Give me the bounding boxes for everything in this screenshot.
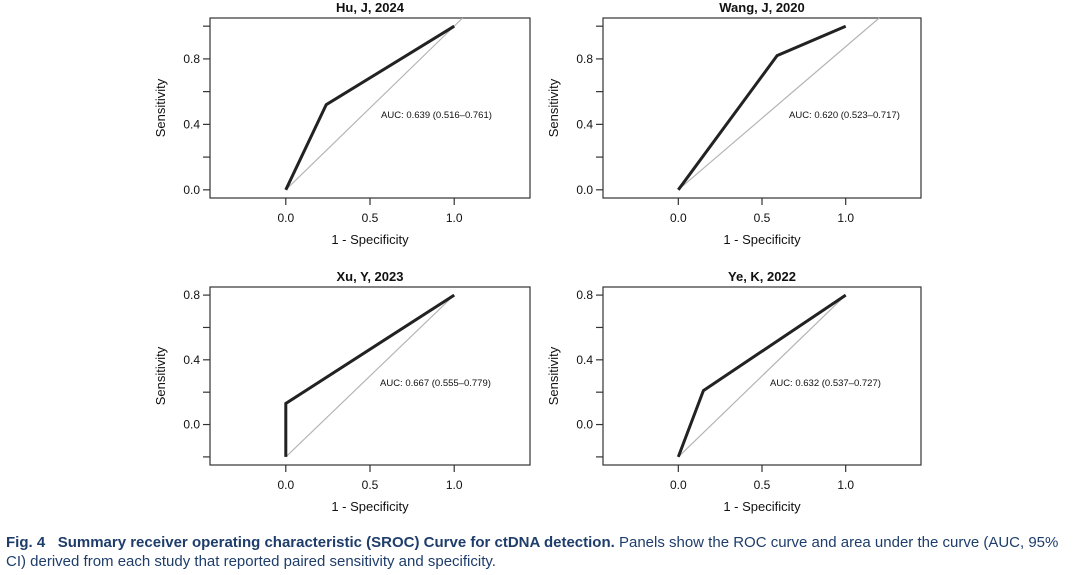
x-tick-label: 1.0 [837,211,854,225]
plot-frame [602,17,922,199]
x-tick-label: 0.0 [277,478,294,492]
roc-panel-2: Wang, J, 2020 0.0 0.4 0.8 0.0 0.5 1.0 1 - Speci… [546,0,922,247]
panel-title: Ye, K, 2022 [728,269,796,284]
y-axis-label: Sensitivity [546,346,561,405]
x-tick-label: 0.5 [362,478,379,492]
y-tick-label: 0.4 [576,117,593,131]
x-tick-label: 1.0 [446,478,463,492]
auc-annotation: AUC: 0.632 (0.537–0.727) [770,378,881,389]
x-axis-label: 1 - Specificity [723,232,801,247]
x-tick-label: 0.5 [362,211,379,225]
auc-annotation: AUC: 0.639 (0.516–0.761) [381,110,492,121]
x-axis-label: 1 - Specificity [331,499,409,514]
x-tick-label: 0.0 [670,478,687,492]
x-tick-label: 0.5 [754,211,771,225]
roc-panel-3: Xu, Y, 2023 0.0 0.4 0.8 0.0 0.5 1.0 1 - Specifi… [153,269,531,514]
y-tick-label: 0.4 [576,353,593,367]
caption-label: Fig. 4 [6,534,46,551]
reference-diagonal-line [285,294,455,458]
y-tick-label: 0.0 [576,183,593,197]
panel-title: Hu, J, 2024 [336,0,405,15]
x-tick-label: 0.5 [754,478,771,492]
roc-curve-line [677,24,847,191]
sroc-figure: Hu, J, 2024 0.0 0.4 0.8 0.0 0.5 1.0 1 - Specifi… [153,0,922,514]
figure-caption: Fig. 4 Summary receiver operating charac… [6,533,1076,571]
caption-text: Panels show the ROC curve and area under… [6,534,1059,570]
y-tick-label: 0.8 [576,288,593,302]
auc-annotation: AUC: 0.667 (0.555–0.779) [380,378,491,389]
x-axis-label: 1 - Specificity [331,232,409,247]
x-tick-label: 1.0 [446,211,463,225]
x-axis-label: 1 - Specificity [723,499,801,514]
y-tick-label: 0.4 [183,353,200,367]
panel-title: Wang, J, 2020 [719,0,805,15]
y-tick-label: 0.0 [576,418,593,432]
roc-curve-line [676,293,847,458]
y-tick-label: 0.0 [183,183,200,197]
y-tick-label: 0.8 [183,52,200,66]
y-axis-label: Sensitivity [546,78,561,137]
reference-diagonal-line [677,17,880,191]
y-tick-label: 0.8 [576,52,593,66]
x-tick-label: 0.0 [277,211,294,225]
caption-title: Summary receiver operating characteristi… [57,534,615,551]
y-axis-label: Sensitivity [153,346,168,405]
roc-panel-4: Ye, K, 2022 0.0 0.4 0.8 0.0 0.5 1.0 1 - Specifi… [546,269,922,514]
y-tick-label: 0.4 [183,117,200,131]
auc-annotation: AUC: 0.620 (0.523–0.717) [789,110,900,121]
y-tick-label: 0.8 [183,288,200,302]
reference-diagonal-line [677,294,847,458]
panel-title: Xu, Y, 2023 [337,269,404,284]
y-tick-label: 0.0 [183,418,200,432]
roc-curve-line [284,24,455,191]
y-axis-label: Sensitivity [153,78,168,137]
roc-panel-1: Hu, J, 2024 0.0 0.4 0.8 0.0 0.5 1.0 1 - Specifi… [153,0,531,247]
x-tick-label: 0.0 [670,211,687,225]
roc-curve-line [284,293,456,457]
x-tick-label: 1.0 [837,478,854,492]
reference-diagonal-line [285,17,464,191]
